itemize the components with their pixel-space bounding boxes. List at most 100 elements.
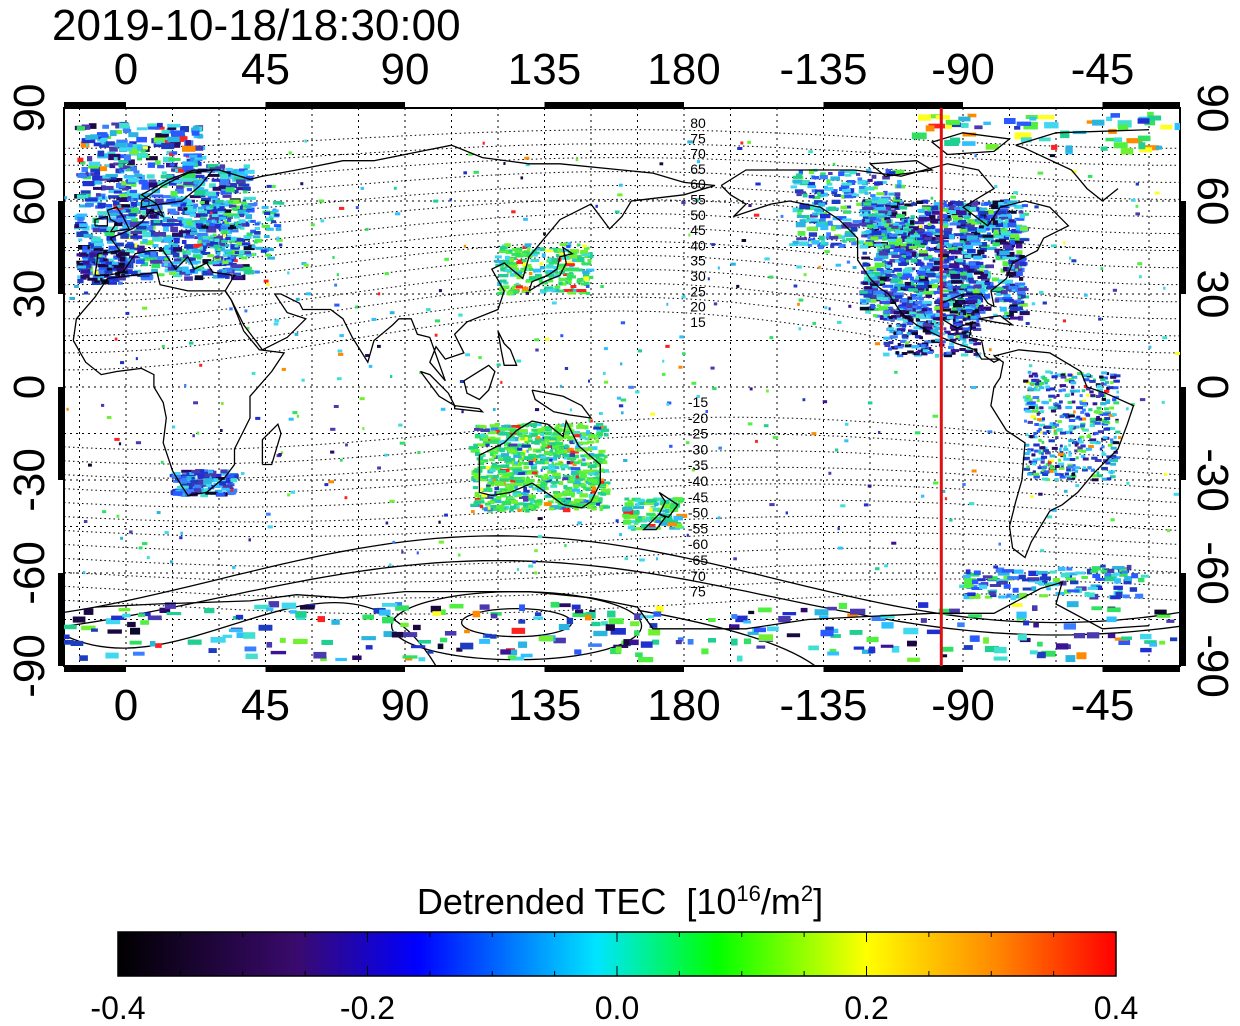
tec-patch	[1045, 385, 1050, 388]
tec-patch	[128, 177, 139, 182]
tec-patch	[572, 605, 581, 610]
tec-patch	[244, 212, 248, 215]
tec-patch	[1155, 192, 1160, 195]
tec-patch	[646, 513, 655, 516]
tec-patch	[170, 560, 173, 563]
tec-patch	[863, 281, 868, 284]
tec-patch	[534, 571, 537, 574]
tec-patch	[1019, 211, 1024, 214]
tec-patch	[915, 240, 921, 245]
tec-patch	[501, 501, 511, 505]
tec-patch	[754, 214, 759, 217]
tec-patch	[1026, 465, 1029, 468]
tec-patch	[1039, 291, 1043, 294]
tec-patch	[255, 223, 260, 226]
tec-patch	[786, 511, 788, 514]
tec-patch	[379, 610, 391, 616]
tec-patch	[884, 270, 893, 273]
tec-patch	[969, 341, 973, 344]
tec-patch	[1063, 319, 1066, 322]
tec-patch	[956, 319, 959, 322]
tec-patch	[187, 202, 193, 205]
tec-patch	[1092, 574, 1100, 578]
tec-patch	[826, 180, 830, 184]
tec-patch	[793, 241, 799, 245]
tec-patch	[945, 125, 952, 129]
tec-patch	[578, 257, 585, 260]
tec-patch	[266, 608, 274, 611]
tec-patch	[264, 280, 269, 283]
tec-patch	[118, 282, 122, 285]
tec-patch	[241, 256, 247, 259]
tec-patch	[138, 153, 148, 158]
tec-patch	[1087, 593, 1095, 598]
tec-patch	[845, 174, 852, 177]
tec-patch	[867, 637, 879, 642]
tec-patch	[1058, 567, 1066, 571]
tec-patch	[1050, 387, 1056, 390]
tec-patch	[973, 256, 982, 260]
tec-patch	[907, 658, 920, 662]
tec-patch	[807, 185, 816, 188]
tec-patch	[1029, 364, 1032, 367]
tec-patch	[902, 335, 907, 338]
tec-patch	[1064, 623, 1076, 629]
tec-patch	[983, 575, 993, 578]
tec-patch	[629, 386, 634, 389]
tec-patch	[115, 143, 127, 148]
tec-patch	[601, 450, 605, 453]
tec-patch	[1071, 386, 1074, 389]
tec-patch	[1090, 418, 1096, 421]
tec-patch	[559, 603, 570, 607]
tec-patch	[302, 379, 305, 382]
tec-patch	[843, 211, 851, 214]
tec-patch	[213, 187, 222, 191]
tec-patch	[489, 437, 495, 440]
tec-patch	[71, 641, 84, 646]
tec-patch	[232, 566, 235, 569]
tec-patch	[731, 639, 738, 646]
tec-patch	[130, 628, 140, 635]
tec-patch	[403, 632, 417, 637]
tec-patch	[983, 235, 994, 238]
tec-patch	[809, 195, 815, 198]
tec-patch	[120, 361, 124, 364]
tec-patch	[996, 256, 1001, 260]
tec-patch	[1060, 415, 1065, 418]
tec-patch	[538, 535, 542, 538]
tec-patch	[287, 493, 290, 496]
tec-patch	[130, 167, 137, 171]
tec-patch	[978, 276, 988, 279]
tec-patch	[587, 441, 594, 444]
tec-patch	[1029, 406, 1035, 409]
tec-patch	[967, 288, 973, 291]
tec-patch	[78, 173, 87, 178]
tec-patch	[582, 271, 589, 274]
tec-patch	[886, 265, 892, 268]
tec-patch	[1157, 615, 1171, 618]
tec-patch	[130, 641, 142, 645]
tec-patch	[546, 264, 553, 268]
tec-patch	[154, 220, 161, 223]
tec-patch	[812, 213, 818, 216]
tec-patch	[1042, 417, 1045, 420]
tec-patch	[1138, 142, 1145, 149]
tec-patch	[863, 202, 871, 205]
tec-patch	[311, 223, 315, 226]
tec-patch	[473, 611, 481, 618]
tec-patch	[535, 503, 541, 506]
tec-patch	[328, 480, 334, 483]
tec-patch	[948, 346, 954, 349]
tec-patch	[200, 201, 205, 204]
tec-patch	[888, 193, 895, 196]
tec-patch	[1030, 650, 1038, 654]
tec-patch	[199, 229, 207, 232]
tec-patch	[1002, 569, 1014, 573]
tec-patch	[1037, 652, 1046, 658]
tec-patch	[551, 602, 560, 608]
tec-patch	[536, 436, 541, 439]
tec-patch	[1114, 436, 1117, 439]
tec-patch	[956, 335, 960, 338]
tec-patch	[1026, 322, 1030, 325]
tec-patch	[162, 130, 170, 134]
